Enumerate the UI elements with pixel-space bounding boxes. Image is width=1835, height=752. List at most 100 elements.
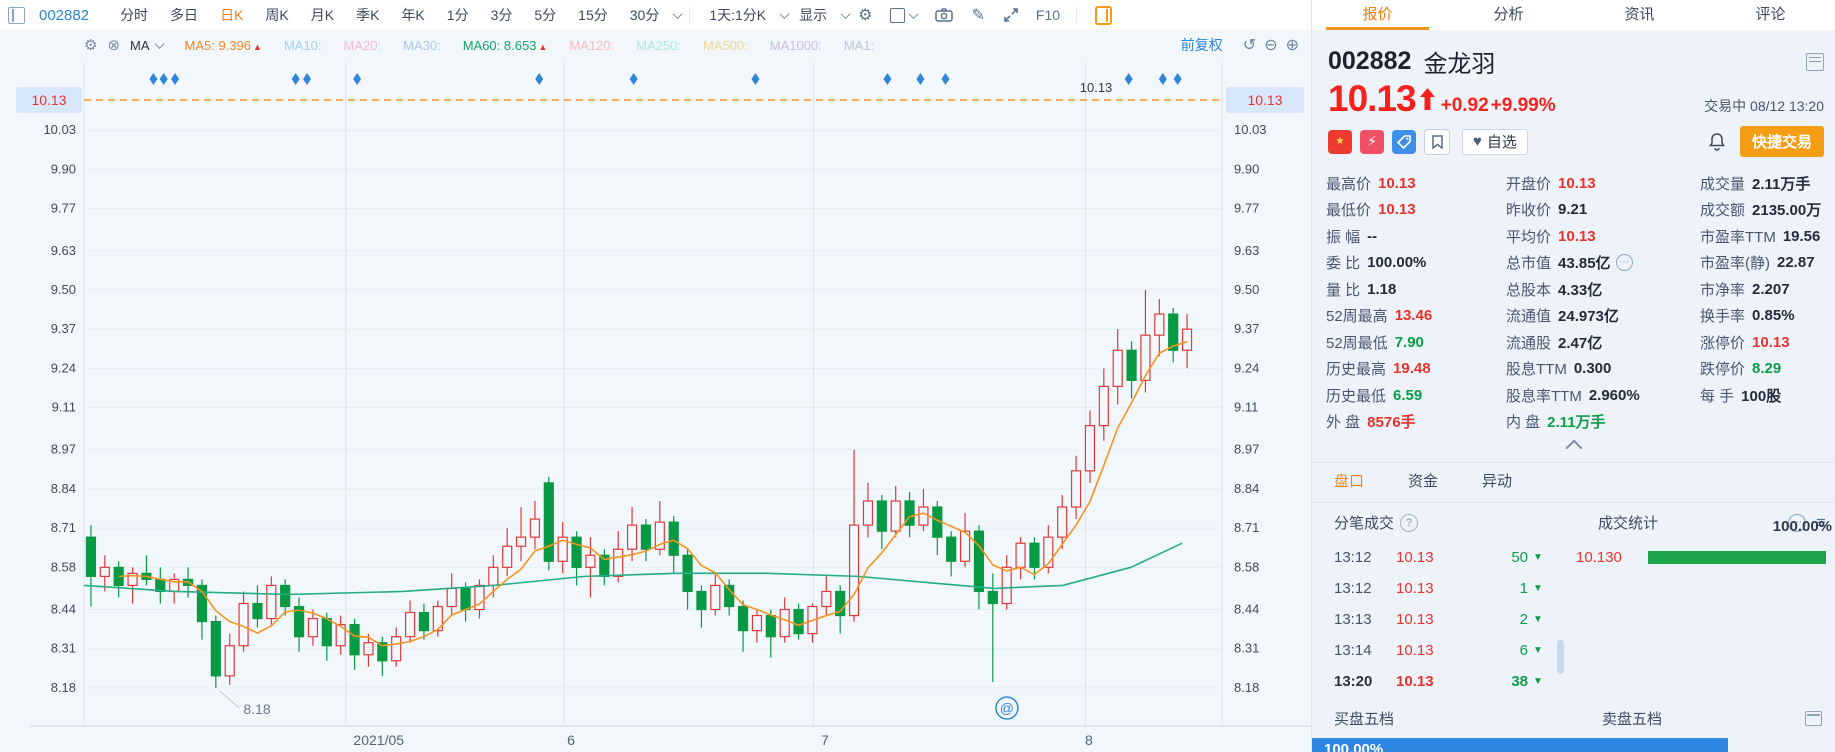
subtab-1[interactable]: 盘口 — [1334, 473, 1365, 490]
ma-legend-item-4[interactable]: MA30: — [403, 37, 441, 53]
period-tab-1[interactable]: 分时 — [120, 7, 149, 23]
tick-row[interactable]: 13:12 10.13 1 ▼ — [1334, 580, 1543, 597]
chevron-down-icon[interactable] — [840, 8, 851, 19]
ma-legend-item-6[interactable]: MA120: — [569, 37, 615, 53]
period-tab-12[interactable]: 30分 — [629, 7, 660, 23]
svg-text:9.50: 9.50 — [1234, 282, 1259, 297]
svg-text:10.13: 10.13 — [1080, 80, 1113, 95]
panel-tab-2[interactable]: 分析 — [1493, 6, 1524, 23]
period-tab-4[interactable]: 周K — [265, 7, 289, 23]
candlestick-chart[interactable]: 10.03 10.03 9.90 9.90 9.77 9.77 9.63 9.63 9.50 9.… — [0, 60, 1311, 752]
tick-row[interactable]: 13:14 10.13 6 ▼ — [1334, 642, 1543, 659]
ma-legend-item-5[interactable]: MA60: 8.653 ▲ — [462, 37, 548, 53]
tick-trades-title: 分笔成交 — [1334, 515, 1395, 532]
display-menu-button[interactable]: 显示 — [799, 7, 828, 23]
tick-row[interactable]: 13:12 10.13 50 ▼ — [1334, 549, 1543, 566]
sell-direction-icon: ▼ — [1533, 552, 1543, 563]
quote-panel: 002882 金龙羽 10.13 +0.92 +9.99% 交易中 08/12 … — [1311, 30, 1835, 752]
svg-text:9.11: 9.11 — [1234, 400, 1258, 415]
stat-cell: 最低价 10.13 — [1326, 201, 1416, 220]
zoom-in-icon[interactable]: ⊕ — [1285, 37, 1299, 54]
period-tab-7[interactable]: 年K — [401, 7, 425, 23]
add-favorite-button[interactable]: ♥ 自选 — [1462, 128, 1528, 155]
buy-depth-title: 买盘五档 — [1334, 711, 1395, 728]
stat-cell: 市盈率(静) 22.87 — [1700, 254, 1815, 273]
tick-list-scrollbar[interactable] — [1557, 640, 1564, 674]
f10-button[interactable]: F10 — [1035, 7, 1061, 23]
period-combo-button[interactable]: 1天:1分K — [709, 7, 767, 23]
stock-name: 金龙羽 — [1423, 51, 1496, 78]
bookmark-icon[interactable] — [1424, 128, 1450, 155]
period-tab-8[interactable]: 1分 — [446, 7, 469, 23]
draw-pencil-icon[interactable]: ✎ — [971, 7, 985, 24]
tick-trade-list[interactable]: 13:12 10.13 50 ▼ 13:12 10.13 1 ▼ 13:13 10.13 2 ▼ 13:… — [1334, 542, 1564, 697]
low-annotation: 8.18 — [219, 690, 271, 717]
chevron-down-icon[interactable] — [779, 8, 790, 19]
layout-box-icon[interactable] — [890, 7, 919, 23]
ma-legend-item-8[interactable]: MA500: — [702, 37, 748, 53]
stat-cell: 平均价 10.13 — [1506, 227, 1596, 246]
svg-text:9.77: 9.77 — [1234, 201, 1259, 216]
period-tab-11[interactable]: 15分 — [578, 7, 608, 23]
panel-detail-icon[interactable] — [1806, 52, 1824, 71]
settings-gear-icon[interactable]: ⚙ — [858, 7, 873, 24]
info-icon[interactable]: ⋯ — [1615, 254, 1633, 272]
orange-panel-icon[interactable] — [1095, 5, 1113, 25]
fullscreen-icon[interactable] — [1003, 7, 1019, 23]
tick-row[interactable]: 13:13 10.13 2 ▼ — [1334, 611, 1543, 628]
ma-legend-item-10[interactable]: MA1: — [843, 37, 875, 53]
quick-trade-button[interactable]: 快捷交易 — [1739, 126, 1824, 157]
alert-bell-icon[interactable] — [1708, 132, 1726, 151]
forward-adjust-button[interactable]: 前复权 — [1180, 37, 1223, 53]
ma-legend-item-9[interactable]: MA1000: — [769, 37, 822, 53]
period-tab-3[interactable]: 日K — [220, 7, 244, 23]
collapse-caret-icon[interactable] — [1565, 439, 1583, 457]
svg-text:9.24: 9.24 — [51, 360, 76, 375]
depth-window-icon[interactable] — [1805, 711, 1822, 726]
ma-legend-item-3[interactable]: MA20: — [343, 37, 382, 53]
svg-text:9.90: 9.90 — [1234, 161, 1259, 176]
period-tab-2[interactable]: 多日 — [170, 7, 199, 23]
svg-text:8.71: 8.71 — [51, 520, 76, 535]
stat-cell: 开盘价 10.13 — [1506, 174, 1596, 193]
margin-lightning-icon: ⚡ — [1360, 129, 1384, 154]
zoom-out-icon[interactable]: ⊖ — [1264, 37, 1278, 54]
period-tab-5[interactable]: 月K — [310, 7, 335, 23]
stat-cell: 振 幅 -- — [1326, 227, 1378, 246]
indicator-close-icon[interactable]: ⊗ — [107, 37, 121, 54]
ma-legend-item-7[interactable]: MA250: — [636, 37, 681, 53]
indicator-gear-icon[interactable]: ⚙ — [84, 37, 98, 54]
stat-cell: 成交额 2135.00万 — [1700, 202, 1822, 220]
panel-tab-1[interactable]: 报价 — [1312, 0, 1443, 30]
period-tab-10[interactable]: 5分 — [534, 7, 557, 23]
sidebar-toggle-icon[interactable] — [8, 6, 25, 24]
help-question-icon[interactable]: ? — [1400, 513, 1419, 532]
ma-dropdown[interactable]: MA — [130, 37, 150, 53]
ma-legend-item-1[interactable]: MA5: 9.396 ▲ — [184, 37, 262, 53]
tick-row[interactable]: 13:20 10.13 38 ▼ — [1334, 673, 1543, 690]
period-tab-9[interactable]: 3分 — [490, 7, 513, 23]
period-tab-6[interactable]: 季K — [356, 7, 380, 23]
subtab-2[interactable]: 资金 — [1408, 473, 1439, 490]
panel-tab-4[interactable]: 评论 — [1755, 6, 1786, 23]
svg-text:8: 8 — [1085, 732, 1093, 748]
chart-section: ⚙ ⊗ MA MA5: 9.396 ▲ MA10: MA20: MA30: MA60: 8… — [0, 30, 1311, 752]
market-status: 交易中 08/12 13:20 — [1704, 98, 1824, 114]
svg-text:10.13: 10.13 — [31, 92, 66, 108]
more-dots-icon[interactable]: ⋯ — [1788, 513, 1807, 532]
list-icon[interactable]: ≡ — [1816, 512, 1826, 532]
ma-legend-item-2[interactable]: MA10: — [283, 37, 322, 53]
camera-icon[interactable] — [935, 8, 954, 22]
svg-text:9.63: 9.63 — [1234, 243, 1259, 258]
event-markers — [149, 73, 1182, 85]
svg-text:8.44: 8.44 — [1234, 602, 1259, 617]
subtab-3[interactable]: 异动 — [1482, 473, 1513, 490]
buy-sell-ratio-track: 100.00% — [1312, 738, 1835, 752]
quote-panel-tabs: 报价 分析 资讯 评论 — [1311, 0, 1835, 31]
svg-text:9.77: 9.77 — [51, 201, 76, 216]
panel-tab-3[interactable]: 资讯 — [1624, 6, 1655, 23]
svg-text:9.11: 9.11 — [52, 400, 76, 415]
undo-icon[interactable]: ↺ — [1242, 37, 1257, 54]
stock-code-toolbar[interactable]: 002882 — [39, 6, 90, 24]
chevron-down-icon[interactable] — [672, 8, 683, 19]
